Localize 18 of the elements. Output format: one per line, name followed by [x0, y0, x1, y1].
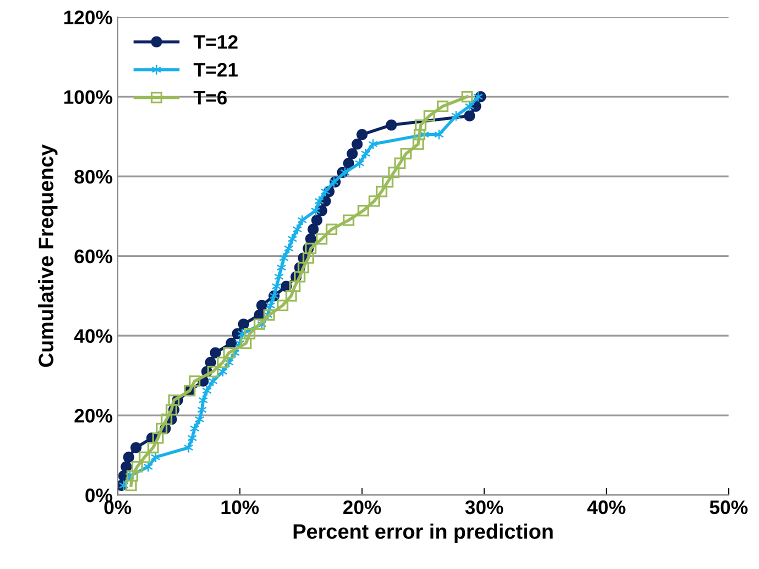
- x-tick-label: 30%: [465, 500, 504, 514]
- x-tick-label: 0%: [104, 500, 132, 514]
- x-tick-label: 40%: [587, 500, 626, 514]
- legend-label: T=21: [194, 62, 238, 77]
- x-axis-title: Percent error in prediction: [294, 524, 553, 543]
- y-tick-label: 120%: [64, 10, 112, 24]
- y-tick-label: 100%: [64, 90, 112, 104]
- y-axis-title: Cumulative Frequency: [38, 144, 58, 367]
- x-tick-label: 20%: [343, 500, 381, 514]
- x-tick-label: 10%: [222, 500, 259, 514]
- y-tick-label: 0%: [85, 488, 112, 502]
- y-tick-label: 80%: [74, 170, 112, 184]
- y-tick-label: 60%: [74, 250, 112, 264]
- legend-label: T=6: [194, 90, 227, 105]
- legend-label: T=12: [194, 35, 238, 49]
- y-tick-label: 20%: [74, 408, 112, 423]
- x-tick-label: 50%: [710, 500, 748, 514]
- y-tick-label: 40%: [74, 329, 112, 343]
